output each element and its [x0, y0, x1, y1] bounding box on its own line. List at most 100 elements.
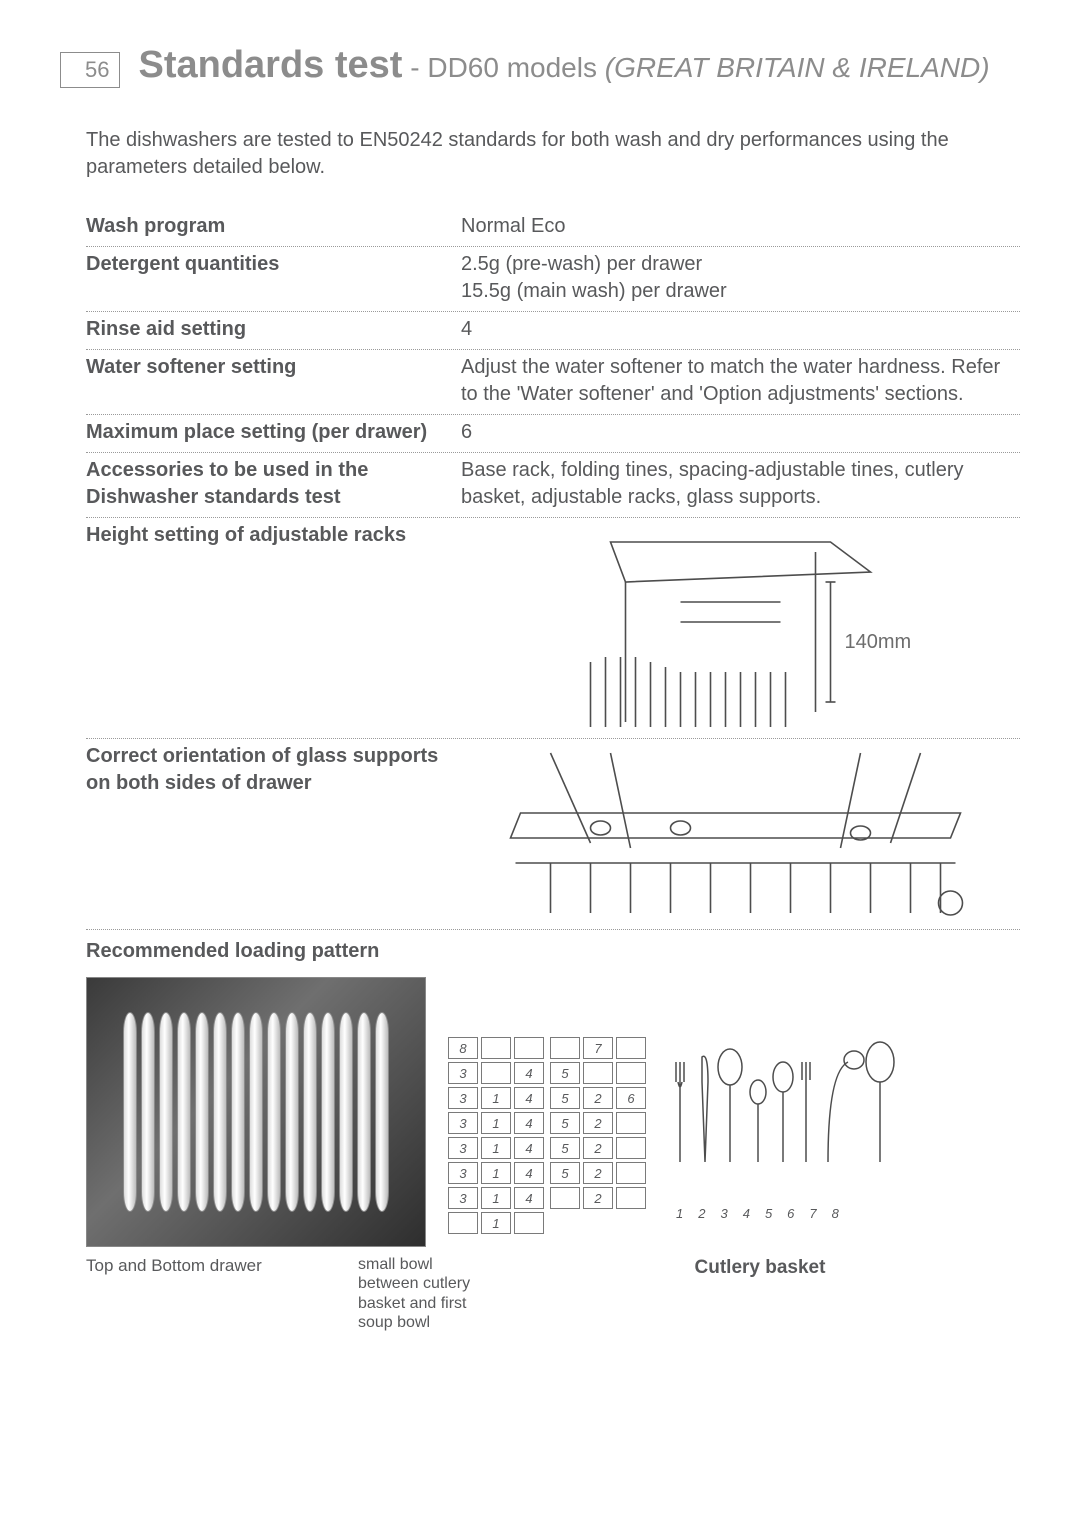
rack-diagram-icon: 140mm: [461, 522, 1020, 732]
basket-cell: 3: [448, 1087, 478, 1109]
param-label: Wash program: [86, 213, 461, 240]
basket-cell: 4: [514, 1087, 544, 1109]
basket-cell: 5: [550, 1137, 580, 1159]
basket-cell: [550, 1187, 580, 1209]
basket-cell: 1: [481, 1112, 511, 1134]
basket-left-grid: 8343143143143143141: [448, 1037, 544, 1234]
param-value: 2.5g (pre-wash) per drawer 15.5g (main w…: [461, 251, 1020, 305]
height-dimension: 140mm: [845, 631, 912, 653]
param-row: Accessories to be used in the Dishwasher…: [86, 453, 1020, 518]
basket-cell: [616, 1187, 646, 1209]
rack-height-diagram: 140mm: [461, 522, 1020, 732]
cutlery-number-row: 12345678: [676, 1205, 898, 1223]
param-value: 6: [461, 419, 1020, 446]
basket-cell: 7: [583, 1037, 613, 1059]
basket-cell: 3: [448, 1062, 478, 1084]
basket-cell: [514, 1037, 544, 1059]
basket-cell: 2: [583, 1162, 613, 1184]
basket-cell: 5: [550, 1062, 580, 1084]
basket-cell: [583, 1062, 613, 1084]
cutlery-number: 2: [698, 1205, 705, 1223]
param-label: Water softener setting: [86, 354, 461, 408]
basket-cell: [616, 1037, 646, 1059]
basket-cell: [514, 1212, 544, 1234]
param-value: Normal Eco: [461, 213, 1020, 240]
cutlery-silhouettes: 12345678: [668, 977, 898, 1223]
basket-cell: [616, 1062, 646, 1084]
basket-cell: [550, 1037, 580, 1059]
parameters-table: Wash program Normal Eco Detergent quanti…: [86, 209, 1020, 930]
param-label: Correct orientation of glass supports on…: [86, 743, 461, 923]
param-row-glass: Correct orientation of glass supports on…: [86, 739, 1020, 930]
basket-cell: [481, 1062, 511, 1084]
captions-row: Top and Bottom drawer small bowl between…: [86, 1255, 1020, 1332]
plates-graphic: [99, 996, 413, 1228]
page-number: 56: [85, 57, 109, 82]
cutlery-number: 1: [676, 1205, 683, 1223]
basket-cell: 8: [448, 1037, 478, 1059]
basket-cell: 2: [583, 1137, 613, 1159]
glass-diagram-icon: [461, 743, 1020, 923]
intro-text: The dishwashers are tested to EN50242 st…: [86, 127, 1020, 181]
page-number-box: 56: [60, 52, 120, 88]
basket-cell: 4: [514, 1112, 544, 1134]
basket-cell: 5: [550, 1162, 580, 1184]
param-row: Maximum place setting (per drawer) 6: [86, 415, 1020, 453]
param-row: Water softener setting Adjust the water …: [86, 350, 1020, 415]
title-region: (GREAT BRITAIN & IRELAND): [605, 52, 990, 83]
cutlery-number: 3: [720, 1205, 727, 1223]
basket-cell: 1: [481, 1087, 511, 1109]
param-row-height: Height setting of adjustable racks: [86, 518, 1020, 739]
param-label: Accessories to be used in the Dishwasher…: [86, 457, 461, 511]
basket-cell: 3: [448, 1137, 478, 1159]
title-sep: -: [402, 52, 427, 83]
basket-cell: 4: [514, 1137, 544, 1159]
cutlery-number: 8: [832, 1205, 839, 1223]
cutlery-number: 4: [743, 1205, 750, 1223]
basket-cell: 1: [481, 1162, 511, 1184]
cutlery-number: 6: [787, 1205, 794, 1223]
basket-cell: [481, 1037, 511, 1059]
title-sub: DD60 models: [427, 52, 604, 83]
param-label: Maximum place setting (per drawer): [86, 419, 461, 446]
basket-cell: 5: [550, 1087, 580, 1109]
basket-cell: 3: [448, 1162, 478, 1184]
loading-pattern-label: Recommended loading pattern: [86, 938, 1020, 965]
loading-pattern-row: 8343143143143143141 755265252522: [86, 977, 1020, 1247]
basket-cell: 4: [514, 1187, 544, 1209]
param-label: Detergent quantities: [86, 251, 461, 305]
cutlery-number: 7: [809, 1205, 816, 1223]
glass-support-diagram: [461, 743, 1020, 923]
param-row: Rinse aid setting 4: [86, 312, 1020, 350]
basket-cell: 1: [481, 1187, 511, 1209]
page-title: Standards test - DD60 models (GREAT BRIT…: [138, 40, 989, 91]
title-main: Standards test: [138, 44, 402, 86]
basket-cell: [616, 1162, 646, 1184]
cutlery-icon: [668, 1017, 898, 1197]
basket-cell: [616, 1137, 646, 1159]
param-value: Base rack, folding tines, spacing-adjust…: [461, 457, 1020, 511]
basket-cell: 4: [514, 1062, 544, 1084]
basket-cell: 3: [448, 1187, 478, 1209]
basket-right-grid: 755265252522: [550, 1037, 646, 1234]
basket-cell: [448, 1212, 478, 1234]
param-value: Adjust the water softener to match the w…: [461, 354, 1020, 408]
cutlery-basket-grids: 8343143143143143141 755265252522: [448, 977, 646, 1234]
page-header: 56 Standards test - DD60 models (GREAT B…: [60, 40, 1020, 91]
basket-cell: 5: [550, 1112, 580, 1134]
basket-cell: 1: [481, 1212, 511, 1234]
basket-cell: 3: [448, 1112, 478, 1134]
param-label: Height setting of adjustable racks: [86, 522, 461, 732]
basket-cell: 2: [583, 1087, 613, 1109]
param-row: Wash program Normal Eco: [86, 209, 1020, 247]
param-value: 4: [461, 316, 1020, 343]
caption-small-bowl: small bowl between cutlery basket and fi…: [358, 1255, 478, 1332]
caption-top-bottom: Top and Bottom drawer: [86, 1255, 336, 1332]
param-label: Rinse aid setting: [86, 316, 461, 343]
basket-cell: 1: [481, 1137, 511, 1159]
cutlery-number: 5: [765, 1205, 772, 1223]
basket-cell: 4: [514, 1162, 544, 1184]
basket-cell: 6: [616, 1087, 646, 1109]
basket-cell: [616, 1112, 646, 1134]
basket-cell: 2: [583, 1187, 613, 1209]
